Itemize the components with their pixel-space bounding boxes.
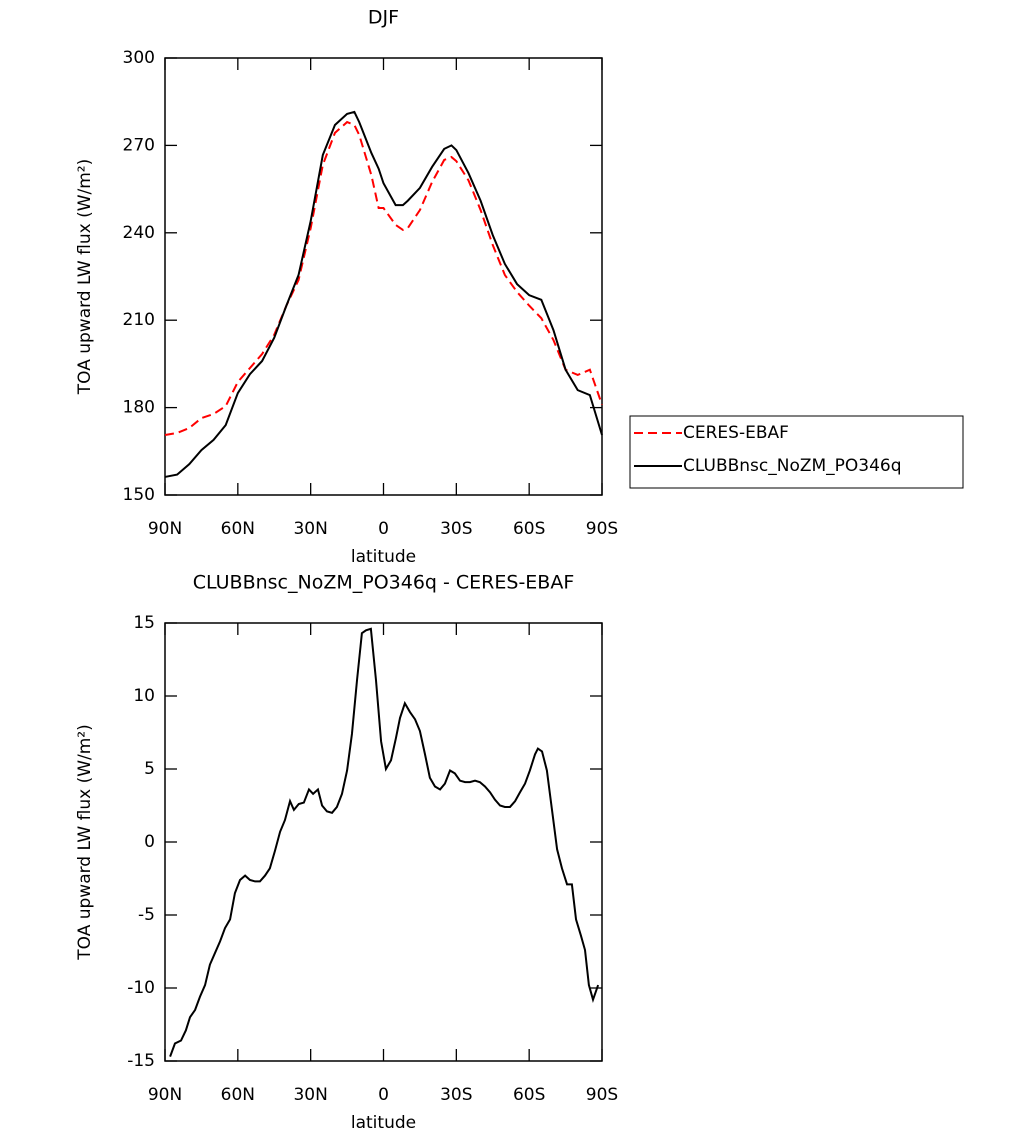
x-tick-label: 30N [293, 1085, 327, 1105]
x-tick-label: 0 [378, 1085, 389, 1105]
plot-frame [164, 57, 603, 496]
x-tick-label: 90S [586, 519, 618, 539]
y-tick-label: -5 [138, 905, 155, 925]
y-tick-label: 270 [123, 135, 155, 155]
x-tick-label: 0 [378, 519, 389, 539]
y-tick-label: 10 [133, 686, 155, 706]
x-tick-label: 60N [221, 519, 255, 539]
x-tick-label: 90S [586, 1085, 618, 1105]
y-tick-label: 5 [144, 759, 155, 779]
legend-label: CLUBBnsc_NoZM_PO346q [683, 456, 902, 476]
x-axis-label: latitude [351, 547, 416, 567]
y-tick-label: 210 [123, 310, 155, 330]
y-tick-label: 150 [123, 485, 155, 505]
x-tick-label: 30N [293, 519, 327, 539]
x-tick-label: 90N [148, 519, 182, 539]
x-tick-label: 60N [221, 1085, 255, 1105]
x-axis-label: latitude [351, 1113, 416, 1133]
y-tick-label: -15 [127, 1051, 155, 1071]
x-tick-label: 30S [440, 1085, 472, 1105]
data-line [169, 627, 600, 1057]
y-tick-label: -10 [127, 978, 155, 998]
x-tick-label: 60S [513, 1085, 545, 1105]
plot-frame [164, 622, 603, 1062]
y-tick-label: 15 [133, 613, 155, 633]
y-tick-label: 240 [123, 223, 155, 243]
chart-title: CLUBBnsc_NoZM_PO346q - CERES-EBAF [193, 572, 575, 594]
y-axis-label: TOA upward LW flux (W/m²) [75, 159, 95, 396]
x-tick-label: 90N [148, 1085, 182, 1105]
y-tick-label: 180 [123, 398, 155, 418]
x-tick-label: 60S [513, 519, 545, 539]
data-line [164, 110, 603, 478]
data-line [164, 120, 603, 436]
x-tick-label: 30S [440, 519, 472, 539]
y-axis-label: TOA upward LW flux (W/m²) [75, 724, 95, 961]
legend-label: CERES-EBAF [683, 423, 789, 443]
y-tick-label: 0 [144, 832, 155, 852]
chart-title: DJF [368, 7, 399, 29]
y-tick-label: 300 [123, 48, 155, 68]
legend-box [629, 415, 964, 489]
